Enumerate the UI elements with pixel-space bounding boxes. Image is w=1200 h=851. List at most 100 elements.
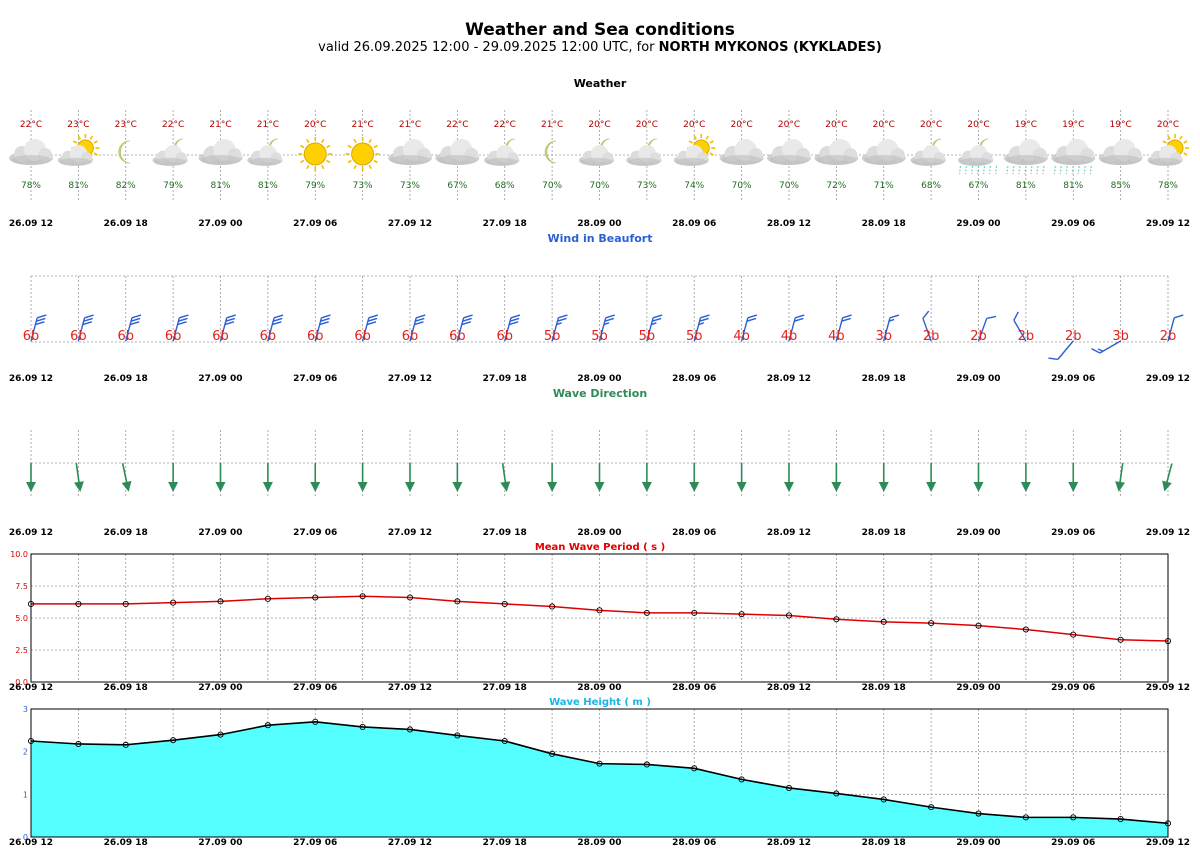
time-tick-label: 27.09 00 bbox=[198, 528, 242, 538]
cloud-icon bbox=[388, 139, 432, 165]
period-frame bbox=[30, 553, 1169, 683]
period-point bbox=[643, 609, 650, 616]
time-tick-label: 28.09 18 bbox=[862, 683, 906, 693]
period-point bbox=[596, 607, 603, 614]
period-point bbox=[1070, 631, 1077, 638]
time-tick-label: 29.09 12 bbox=[1146, 219, 1190, 229]
temperature-label: 21°C bbox=[399, 120, 421, 130]
sun-icon bbox=[298, 137, 333, 171]
cloud-icon bbox=[861, 139, 906, 165]
time-tick-label: 29.09 12 bbox=[1146, 838, 1190, 848]
time-tick-label: 27.09 06 bbox=[293, 374, 337, 384]
height-point bbox=[549, 750, 556, 757]
sun-icon bbox=[345, 137, 380, 171]
wave-direction-arrow-icon bbox=[1162, 463, 1173, 492]
wind-value-label: 2b bbox=[1065, 329, 1082, 344]
wave-direction-arrow-icon bbox=[121, 463, 132, 492]
time-tick-label: 28.09 06 bbox=[672, 528, 716, 538]
time-tick-label: 26.09 18 bbox=[104, 683, 148, 693]
time-tick-label: 26.09 12 bbox=[9, 219, 53, 229]
wave-direction-arrow-icon bbox=[215, 463, 226, 492]
wind-barb-icon bbox=[30, 314, 47, 342]
moon-cloud-icon bbox=[152, 138, 188, 166]
wind-barb-icon bbox=[1013, 311, 1027, 342]
wave-direction-arrow-icon bbox=[1020, 463, 1031, 492]
rain-cloud-icon bbox=[1003, 139, 1048, 175]
wind-value-label: 6b bbox=[117, 329, 134, 344]
period-point bbox=[312, 594, 319, 601]
time-tick-label: 26.09 12 bbox=[9, 374, 53, 384]
time-tick-label: 29.09 06 bbox=[1051, 528, 1095, 538]
temperature-label: 20°C bbox=[778, 120, 800, 130]
wind-grid bbox=[30, 276, 1169, 342]
cloud-icon bbox=[767, 139, 811, 165]
wave-direction-arrow-icon bbox=[689, 463, 700, 492]
wind-value-label: 3b bbox=[875, 329, 892, 344]
page-subtitle: valid 26.09.2025 12:00 - 29.09.2025 12:0… bbox=[0, 40, 1200, 55]
humidity-label: 74% bbox=[684, 181, 704, 191]
wind-section-title: Wind in Beaufort bbox=[548, 232, 653, 245]
height-point bbox=[122, 741, 129, 748]
height-point bbox=[596, 760, 603, 767]
humidity-label: 79% bbox=[163, 181, 183, 191]
period-point bbox=[785, 612, 793, 619]
humidity-label: 73% bbox=[400, 181, 420, 191]
period-point bbox=[1117, 636, 1124, 643]
temperature-label: 20°C bbox=[967, 120, 989, 130]
humidity-label: 81% bbox=[1016, 181, 1036, 191]
humidity-label: 73% bbox=[353, 181, 373, 191]
wind-barb-icon bbox=[409, 314, 426, 342]
time-tick-label: 26.09 12 bbox=[9, 528, 53, 538]
wind-value-label: 6b bbox=[354, 329, 371, 344]
height-point bbox=[1117, 816, 1124, 823]
temperature-label: 22°C bbox=[446, 120, 468, 130]
rain-cloud-icon bbox=[1051, 139, 1096, 175]
rain-moon-cloud-icon bbox=[957, 138, 998, 175]
time-tick-label: 28.09 18 bbox=[862, 528, 906, 538]
height-point bbox=[1022, 814, 1029, 821]
sun-cloud-icon bbox=[673, 134, 716, 166]
height-frame bbox=[30, 708, 1169, 838]
time-tick-label: 28.09 18 bbox=[862, 219, 906, 229]
humidity-label: 67% bbox=[968, 181, 988, 191]
moon-cloud-icon bbox=[578, 138, 615, 166]
temperature-label: 19°C bbox=[1015, 120, 1037, 130]
wind-barb-icon bbox=[788, 314, 805, 342]
period-point bbox=[264, 595, 271, 602]
time-tick-label: 28.09 06 bbox=[672, 683, 716, 693]
humidity-label: 73% bbox=[637, 181, 657, 191]
wind-barb-icon bbox=[1048, 340, 1074, 361]
wind-barb-icon bbox=[977, 315, 997, 342]
wind-value-label: 4b bbox=[781, 329, 798, 344]
period-title: Mean Wave Period ( s ) bbox=[535, 542, 665, 553]
time-tick-label: 28.09 12 bbox=[767, 838, 811, 848]
period-point bbox=[359, 593, 366, 600]
period-point bbox=[738, 611, 745, 618]
time-tick-label: 29.09 06 bbox=[1051, 683, 1095, 693]
time-tick-label: 29.09 06 bbox=[1051, 219, 1095, 229]
height-ytick-label: 3 bbox=[23, 705, 28, 714]
wind-value-label: 6b bbox=[307, 329, 324, 344]
wind-barb-icon bbox=[693, 314, 710, 342]
cloud-icon bbox=[435, 139, 480, 165]
time-tick-label: 28.09 06 bbox=[672, 219, 716, 229]
wind-value-label: 2b bbox=[970, 329, 987, 344]
humidity-label: 67% bbox=[447, 181, 467, 191]
height-point bbox=[170, 737, 177, 744]
time-tick-label: 26.09 12 bbox=[9, 838, 53, 848]
humidity-label: 68% bbox=[495, 181, 515, 191]
time-tick-label: 26.09 12 bbox=[9, 683, 53, 693]
wave-direction-arrow-icon bbox=[405, 463, 415, 492]
wind-barb-icon bbox=[219, 314, 236, 342]
wave-direction-arrow-icon bbox=[452, 463, 463, 492]
height-point bbox=[406, 726, 414, 733]
time-tick-label: 27.09 06 bbox=[293, 528, 337, 538]
wind-barb-icon bbox=[361, 314, 379, 342]
wind-barb-icon bbox=[1167, 314, 1184, 342]
height-point bbox=[643, 761, 650, 768]
time-tick-label: 27.09 12 bbox=[388, 528, 432, 538]
height-point bbox=[312, 718, 319, 725]
height-ytick-label: 0 bbox=[23, 833, 28, 842]
wind-barb-icon bbox=[125, 314, 142, 342]
period-point bbox=[170, 599, 177, 606]
